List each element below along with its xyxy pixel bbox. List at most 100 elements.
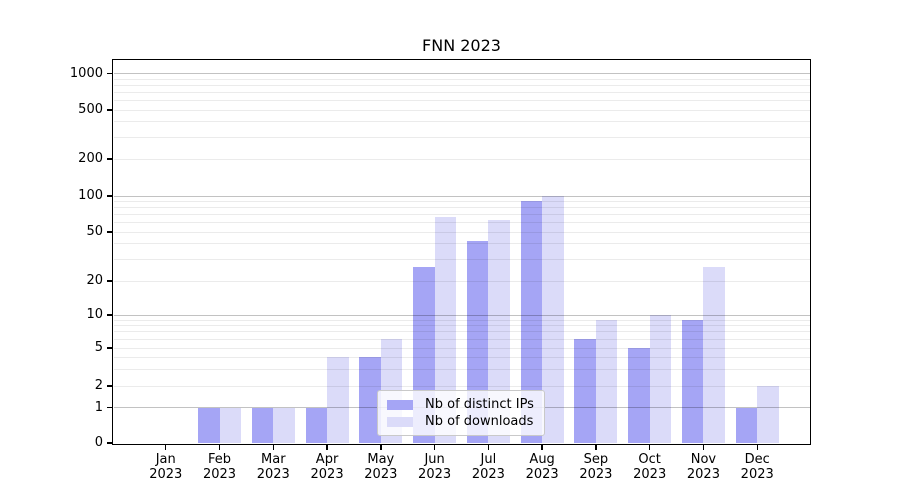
gridline-minor-3 — [113, 368, 810, 370]
y-tick-label-50: 50 — [86, 224, 103, 239]
x-tick-dec — [756, 444, 758, 450]
gridline-minor-8 — [113, 325, 810, 327]
bar-downloads-sep — [595, 320, 618, 443]
legend-swatch-downloads — [387, 416, 413, 427]
y-tick-label-10: 10 — [86, 307, 103, 322]
gridline-minor-4 — [113, 356, 810, 358]
bar-downloads-dec — [757, 386, 779, 443]
y-tick-50 — [106, 231, 113, 233]
bar-downloads-nov — [703, 266, 725, 443]
legend-label-distinct-ips: Nb of distinct IPs — [425, 397, 534, 412]
bar-ips-may — [359, 357, 381, 443]
x-tick-year: 2023 — [579, 467, 613, 482]
x-tick-year: 2023 — [202, 467, 237, 482]
gridline-minor-500 — [113, 109, 810, 111]
bar-downloads-apr — [327, 357, 349, 443]
legend: Nb of distinct IPs Nb of downloads — [377, 390, 545, 436]
x-tick-month: Feb — [208, 452, 232, 467]
x-tick-year: 2023 — [525, 467, 559, 482]
gridline-minor-40 — [113, 243, 810, 245]
bar-downloads-jul — [488, 219, 510, 443]
x-tick-label-aug: Aug 2023 — [506, 452, 578, 482]
legend-item-distinct-ips: Nb of distinct IPs — [387, 397, 535, 412]
x-tick-month: Apr — [315, 452, 339, 467]
gridline-minor-300 — [113, 136, 810, 138]
x-tick-label-apr: Apr 2023 — [291, 452, 363, 482]
y-tick-label-1: 1 — [94, 399, 103, 415]
x-tick-label-dec: Dec 2023 — [721, 452, 793, 482]
gridline-minor-90 — [113, 200, 810, 202]
gridline-minor-9 — [113, 319, 810, 321]
x-tick-nov — [702, 444, 705, 450]
bar-downloads-feb — [219, 407, 242, 443]
gridline-minor-50 — [113, 231, 810, 233]
gridline-minor-7 — [113, 331, 810, 333]
gridline-minor-2 — [113, 385, 810, 387]
x-tick-jun — [433, 444, 436, 450]
x-tick-month: Nov — [690, 452, 717, 467]
y-tick-label-1000: 1000 — [69, 65, 103, 81]
y-tick-label-100: 100 — [78, 188, 103, 203]
x-tick-year: 2023 — [256, 467, 290, 482]
x-tick-month: Dec — [744, 452, 770, 467]
bar-ips-nov — [681, 320, 704, 443]
legend-swatch-distinct-ips — [387, 399, 413, 410]
y-tick-label-20: 20 — [86, 273, 103, 288]
x-tick-month: Sep — [583, 452, 609, 467]
bar-ips-sep — [574, 339, 596, 443]
x-tick-label-may: May 2023 — [345, 452, 417, 482]
y-tick-20 — [106, 280, 113, 282]
bar-ips-dec — [735, 407, 758, 443]
chart-title: FNN 2023 — [422, 36, 501, 55]
gridline-minor-80 — [113, 207, 810, 209]
x-tick-label-feb: Feb 2023 — [184, 452, 256, 482]
gridline-minor-200 — [113, 158, 810, 160]
x-tick-month: Jun — [424, 452, 445, 467]
bar-ips-oct — [628, 348, 650, 443]
gridline-minor-900 — [113, 78, 810, 80]
x-tick-feb — [218, 444, 221, 450]
bar-downloads-oct — [649, 315, 672, 443]
bar-downloads-mar — [273, 407, 295, 443]
y-tick-label-2: 2 — [94, 378, 103, 393]
x-tick-label-sep: Sep 2023 — [560, 452, 632, 482]
bar-downloads-jun — [434, 216, 457, 443]
y-tick-label-500: 500 — [78, 102, 103, 117]
y-tick-1 — [106, 406, 113, 409]
x-tick-label-jul: Jul 2023 — [452, 452, 524, 482]
x-tick-mar — [272, 444, 274, 450]
x-tick-sep — [595, 444, 597, 450]
y-tick-200 — [106, 158, 113, 160]
bar-ips-apr — [305, 407, 328, 443]
x-tick-month: Oct — [638, 452, 661, 467]
bar-downloads-aug — [542, 196, 564, 443]
x-tick-year: 2023 — [149, 467, 183, 482]
x-tick-year: 2023 — [633, 467, 667, 482]
x-tick-year: 2023 — [686, 467, 720, 482]
x-tick-month: Jul — [480, 452, 497, 467]
gridline-minor-30 — [113, 258, 810, 260]
y-tick-label-5: 5 — [94, 340, 103, 355]
x-tick-year: 2023 — [418, 467, 452, 482]
gridline-minor-800 — [113, 84, 810, 86]
x-tick-aug — [541, 444, 543, 450]
gridline-major-10 — [113, 314, 810, 316]
gridline-minor-600 — [113, 99, 810, 101]
x-tick-jul — [487, 444, 490, 450]
bar-ips-aug — [520, 201, 543, 443]
x-tick-month: May — [367, 452, 395, 467]
legend-item-downloads: Nb of downloads — [387, 414, 535, 429]
y-tick-2 — [106, 385, 113, 387]
y-tick-0 — [106, 442, 113, 444]
x-tick-year: 2023 — [364, 467, 398, 482]
x-tick-may — [380, 444, 382, 450]
gridline-minor-400 — [113, 121, 810, 123]
x-tick-year: 2023 — [310, 467, 344, 482]
gridline-major-100 — [113, 195, 810, 197]
x-tick-label-nov: Nov 2023 — [667, 452, 739, 482]
y-tick-10 — [106, 314, 113, 316]
gridline-major-1000 — [113, 73, 810, 74]
gridline-minor-60 — [113, 222, 810, 224]
y-tick-label-200: 200 — [78, 151, 103, 166]
